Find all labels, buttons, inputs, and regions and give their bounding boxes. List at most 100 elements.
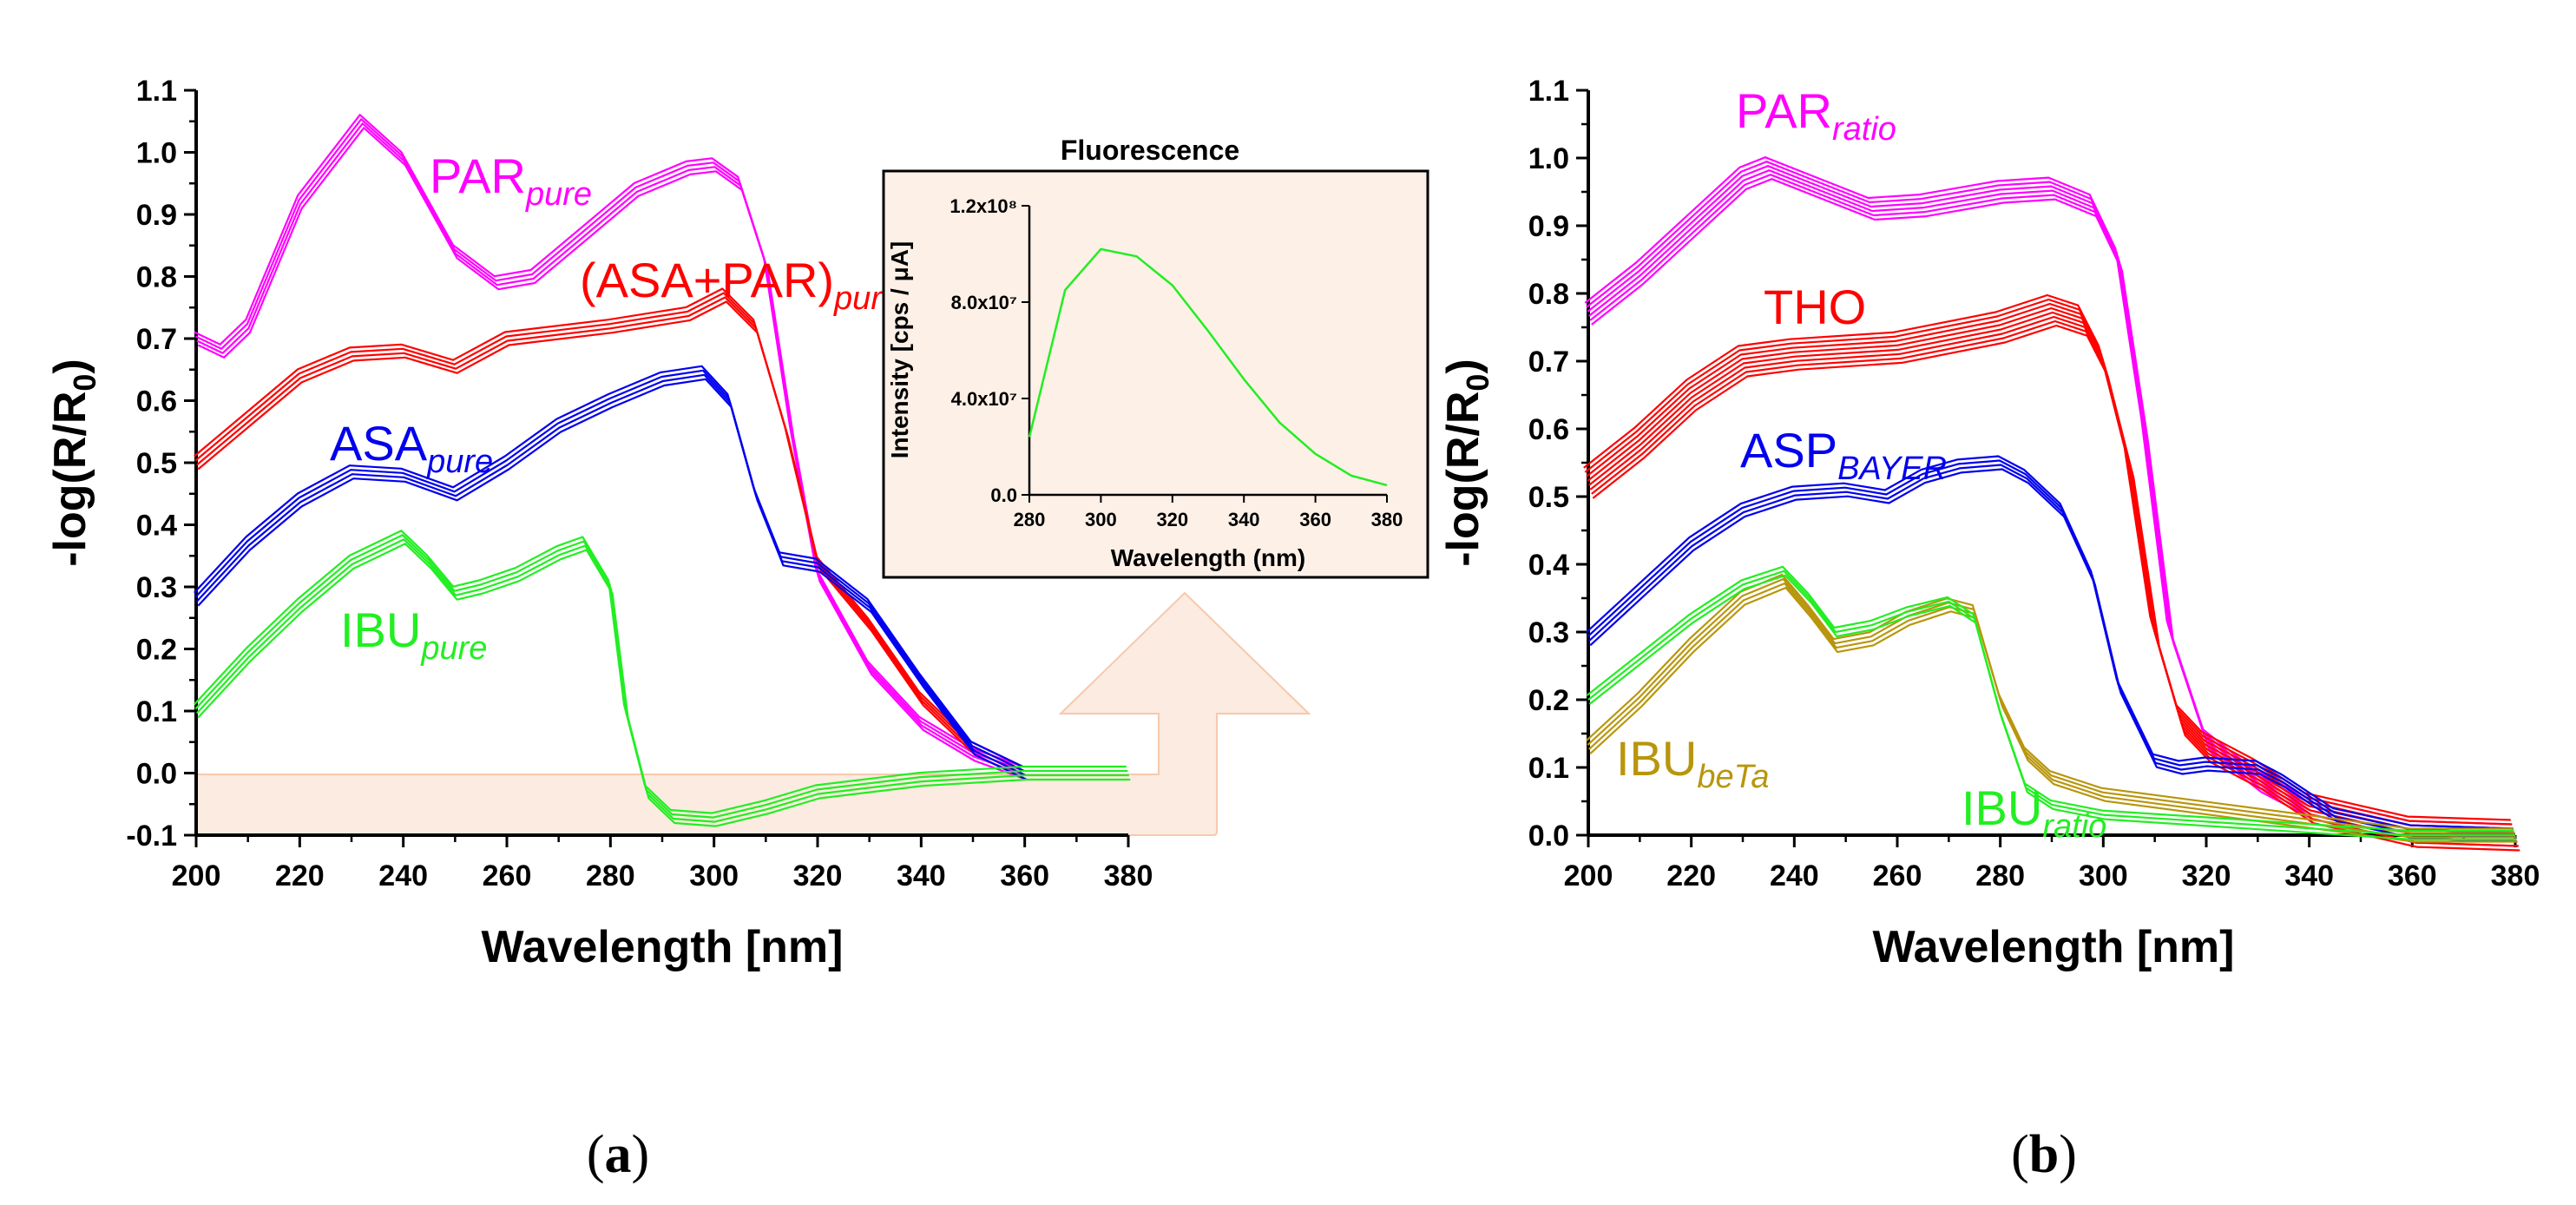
b-y-tick-label: 0.0 (1528, 820, 1569, 853)
b-y-tick-label: 0.6 (1528, 413, 1569, 446)
a-x-tick-label: 300 (689, 859, 739, 892)
a-y-tick-label: 0.8 (136, 261, 177, 294)
a-y-tick-label: 1.1 (136, 75, 177, 108)
b-tick-group (1576, 89, 2517, 847)
inset-x-tick-label: 380 (1371, 509, 1403, 530)
b-y-tick-label: 0.4 (1528, 549, 1569, 582)
panel-a: 200 220 240 260 280 300 320 340 360 380 -0.1 0.0 0.1… (45, 75, 1429, 1184)
a-series-line-ibupure (197, 543, 1131, 827)
label-ibu-beta: IBUbeTa (1616, 731, 1769, 795)
b-y-tick-label: 0.9 (1528, 210, 1569, 243)
a-x-tick-label: 320 (793, 859, 843, 892)
a-y-tick-label: 0.5 (136, 447, 177, 480)
inset-x-tick-label: 360 (1299, 509, 1331, 530)
b-y-tick-label: 0.2 (1528, 684, 1569, 717)
a-series-line-asapure (197, 378, 1028, 780)
inset-y-axis-title: Intensity [cps / μA] (886, 241, 913, 459)
a-series-line-ibupure (193, 530, 1127, 814)
inset-x-axis-title: Wavelength (nm) (1111, 544, 1306, 571)
a-y-tick-label: 0.9 (136, 199, 177, 232)
a-x-tick-label: 280 (586, 859, 635, 892)
label-ibu-pure-sub: pure (420, 630, 487, 667)
caption-b-letter: b (2029, 1125, 2059, 1184)
a-y-tick-label: 0.3 (136, 571, 177, 604)
b-series-line-tho (1586, 302, 2514, 830)
a-y-axis-title-close: ) (45, 359, 95, 373)
b-series-line-aspbayer (1589, 468, 2518, 843)
inset-x-tick-label: 320 (1156, 509, 1188, 530)
label-asa-par-pure-main: (ASA+PAR) (580, 253, 834, 307)
label-asp-bayer: ASPBAYER (1740, 423, 1947, 487)
label-ibu-pure-main: IBU (340, 602, 421, 657)
a-y-axis-title-main: -log(R/R (45, 392, 95, 567)
b-y-axis-title-sub: 0 (1460, 374, 1495, 392)
b-series-line-ibubeta (1589, 586, 2518, 843)
b-x-tick-label: 220 (1666, 859, 1716, 892)
caption-b: (b) (2011, 1125, 2077, 1184)
label-asa-pure: ASApure (330, 416, 493, 480)
inset-tick-label-group: 280 300 320 340 360 380 0.0 4.0x10⁷ 8.0x10⁷ 1.2x1… (950, 195, 1403, 530)
inset-y-tick-label: 8.0x10⁷ (951, 292, 1017, 313)
b-series-line-tho (1583, 293, 2511, 821)
inset-y-tick-label: 0.0 (990, 484, 1017, 506)
b-series-line-tho (1587, 306, 2515, 834)
fluorescence-inset: Fluorescence 280 300 320 340 360 380 0.0 4.0x10… (882, 135, 1429, 579)
a-y-tick-label: 0.4 (136, 510, 177, 543)
b-y-tick-label: 0.3 (1528, 616, 1569, 649)
b-x-tick-label: 380 (2491, 859, 2540, 892)
a-tick-label-group: 200 220 240 260 280 300 320 340 360 380 -0.1 0.0 0.1… (126, 75, 1153, 892)
a-y-tick-label: 0.0 (136, 758, 177, 791)
a-x-tick-label: 220 (275, 859, 325, 892)
b-tick-label-group: 200 220 240 260 280 300 320 340 360 380 0.0 0.1 0.2 0… (1528, 75, 2540, 892)
inset-series-group (1028, 247, 1388, 487)
b-y-tick-label: 0.5 (1528, 481, 1569, 514)
caption-a: (a) (587, 1125, 649, 1184)
label-asp-bayer-sub: BAYER (1837, 451, 1947, 487)
a-series-group (193, 114, 1131, 827)
b-series-group (1583, 156, 2520, 852)
inset-tick-group (1022, 205, 1388, 503)
label-ibu-ratio-sub: ratio (2042, 808, 2106, 845)
a-series-line-asapure (193, 365, 1023, 767)
label-par-pure: PARpure (430, 148, 592, 213)
inset-x-tick-label: 280 (1014, 509, 1046, 530)
b-series-line-iburatio (1588, 574, 2517, 841)
a-x-tick-label: 360 (1000, 859, 1049, 892)
b-series-line-aspbayer (1586, 455, 2514, 830)
b-x-tick-label: 260 (1873, 859, 1922, 892)
b-x-tick-label: 200 (1564, 859, 1613, 892)
a-series-line--asa-par-pure (194, 287, 1023, 767)
b-y-tick-label: 1.0 (1528, 142, 1569, 175)
a-series-line-asapure (194, 369, 1025, 772)
label-par-pure-sub: pure (525, 176, 592, 213)
b-series-line-aspbayer (1588, 464, 2516, 839)
b-series-line-tho (1592, 324, 2520, 852)
a-x-tick-label: 260 (483, 859, 532, 892)
a-series-line-ibupure (194, 534, 1128, 819)
a-series-line--asa-par-pure (194, 292, 1025, 772)
label-ibu-pure: IBUpure (340, 602, 487, 667)
label-ibu-beta-sub: beTa (1697, 759, 1769, 795)
label-ibu-ratio-main: IBU (1962, 780, 2042, 835)
b-x-axis-title: Wavelength [nm] (1873, 922, 2235, 972)
a-x-tick-label: 200 (172, 859, 221, 892)
a-y-axis-title: -log(R/R0) (45, 359, 102, 567)
a-y-tick-label: 1.0 (136, 137, 177, 170)
b-y-tick-label: 1.1 (1528, 75, 1569, 108)
b-y-tick-label: 0.1 (1528, 752, 1569, 785)
label-asa-pure-main: ASA (330, 416, 428, 471)
a-series-line--asa-par-pure (197, 300, 1028, 780)
label-par-ratio-main: PAR (1736, 83, 1832, 138)
inset-y-tick-label: 1.2x10⁸ (950, 195, 1017, 217)
b-y-axis-title-close: ) (1438, 359, 1488, 373)
b-series-line-aspbayer (1587, 459, 2515, 834)
b-series-line-tho (1584, 298, 2513, 826)
a-y-tick-label: 0.6 (136, 385, 177, 418)
a-series-line--asa-par-pure (196, 296, 1026, 776)
label-asa-par-pure: (ASA+PAR)pure (580, 253, 900, 317)
b-x-tick-label: 280 (1975, 859, 2025, 892)
b-x-tick-label: 300 (2079, 859, 2128, 892)
b-series-line-iburatio (1586, 565, 2514, 833)
a-series-line-parpure (194, 118, 1025, 773)
